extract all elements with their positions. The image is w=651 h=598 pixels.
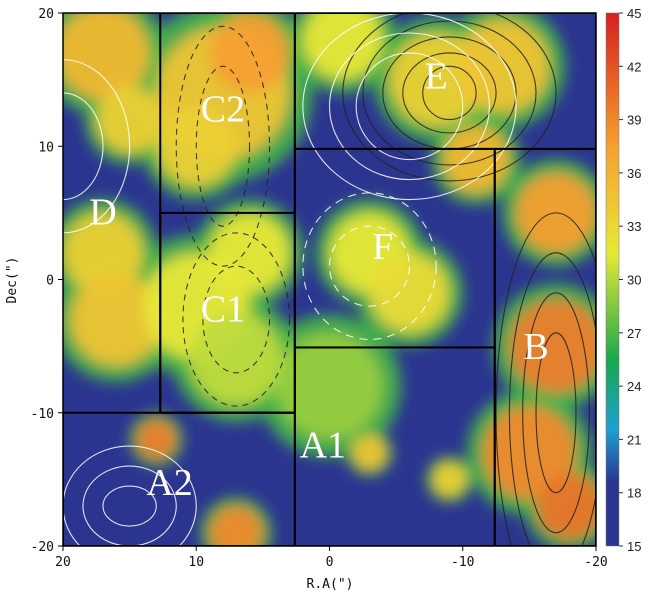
y-tick-label-3: -10 bbox=[31, 407, 54, 422]
x-tick-label-1: 10 bbox=[188, 555, 204, 570]
intensity-core-22 bbox=[209, 506, 263, 546]
intensity-core-21 bbox=[136, 419, 177, 460]
y-axis: 20 10 0 -10 -20 bbox=[31, 7, 63, 555]
contour-line-1-3 bbox=[362, 20, 537, 166]
y-tick-label-4: -20 bbox=[31, 540, 54, 555]
colorbar-tick-label-8: 21 bbox=[627, 432, 641, 447]
intensity-core-9 bbox=[209, 212, 290, 293]
y-axis-title: Dec(") bbox=[5, 257, 20, 304]
contour-line-7-1 bbox=[63, 59, 131, 234]
contour-line-6-1 bbox=[302, 192, 437, 341]
intensity-layer bbox=[63, 13, 596, 546]
colorbar-tick-label-9: 18 bbox=[627, 486, 641, 501]
region-label-c2: C2 bbox=[201, 89, 245, 131]
x-axis-title: R.A(") bbox=[307, 577, 354, 592]
contour-line-2-0 bbox=[355, 52, 464, 161]
contour-line-5-0 bbox=[102, 485, 157, 527]
intensity-core-19 bbox=[482, 406, 577, 500]
y-tick-label-1: 10 bbox=[38, 140, 54, 155]
region-label-b: B bbox=[523, 326, 548, 368]
colorbar-gradient bbox=[605, 12, 620, 547]
intensity-core-12 bbox=[369, 252, 450, 333]
contour-line-5-2 bbox=[63, 445, 197, 546]
intensity-core-4 bbox=[96, 86, 163, 153]
intensity-core-10 bbox=[276, 332, 383, 440]
contour-line-1-4 bbox=[342, 13, 557, 182]
plot-area: A1 A2 B C1 C2 D E F bbox=[63, 13, 596, 546]
contour-line-7-0 bbox=[63, 92, 104, 201]
colorbar: 45 42 39 36 33 30 27 24 21 18 15 bbox=[605, 6, 641, 554]
x-tick-label-0: 20 bbox=[55, 555, 71, 570]
y-tick-label-0: 20 bbox=[38, 7, 54, 22]
intensity-core-18 bbox=[509, 299, 596, 393]
intensity-core-24 bbox=[432, 462, 467, 497]
contour-line-0-3 bbox=[495, 212, 596, 546]
contour-line-3-0 bbox=[195, 65, 251, 227]
intensity-core-8 bbox=[189, 312, 283, 407]
intensity-core-3 bbox=[63, 13, 150, 100]
region-box-6 bbox=[293, 13, 596, 150]
colorbar-tick-label-2: 39 bbox=[627, 113, 641, 128]
contour-layer bbox=[63, 13, 596, 546]
colorbar-ticks: 45 42 39 36 33 30 27 24 21 18 15 bbox=[619, 6, 641, 554]
x-tick-label-3: -10 bbox=[451, 555, 474, 570]
colorbar-tick-label-5: 30 bbox=[627, 273, 641, 288]
contour-line-2-1 bbox=[328, 32, 490, 181]
region-label-a2: A2 bbox=[146, 462, 192, 504]
contour-line-0-1 bbox=[522, 292, 590, 534]
region-label-d: D bbox=[89, 191, 116, 233]
intensity-core-14 bbox=[302, 13, 383, 80]
region-labels: A1 A2 B C1 C2 D E F bbox=[89, 55, 548, 503]
colorbar-tick-label-3: 36 bbox=[627, 166, 641, 181]
contour-line-2-2 bbox=[302, 13, 517, 201]
colorbar-tick-label-6: 27 bbox=[627, 326, 641, 341]
intensity-core-20 bbox=[536, 472, 596, 540]
contour-line-3-1 bbox=[175, 25, 271, 267]
contour-line-1-1 bbox=[402, 52, 497, 134]
contour-line-1-0 bbox=[422, 65, 477, 121]
region-label-a1: A1 bbox=[300, 424, 346, 466]
contour-line-0-2 bbox=[508, 252, 596, 546]
x-tick-label-4: -20 bbox=[584, 555, 607, 570]
x-axis: 20 10 0 -10 -20 bbox=[55, 546, 608, 570]
contour-line-4-0 bbox=[202, 265, 271, 374]
x-tick-label-2: 0 bbox=[326, 555, 334, 570]
intensity-core-23 bbox=[352, 435, 387, 471]
colorbar-tick-label-1: 42 bbox=[627, 59, 641, 74]
colorbar-tick-label-0: 45 bbox=[627, 6, 641, 21]
region-label-e: E bbox=[424, 55, 447, 97]
colorbar-tick-label-4: 33 bbox=[627, 219, 641, 234]
contour-line-0-0 bbox=[535, 332, 577, 494]
region-label-c1: C1 bbox=[201, 289, 245, 331]
colorbar-tick-label-7: 24 bbox=[627, 379, 641, 394]
intensity-core-16 bbox=[442, 126, 510, 193]
intensity-core-6 bbox=[69, 272, 163, 367]
colorbar-tick-label-10: 15 bbox=[627, 539, 641, 554]
intensity-core-1 bbox=[209, 13, 290, 93]
contour-line-6-0 bbox=[328, 225, 410, 307]
y-tick-label-2: 0 bbox=[46, 274, 54, 289]
contour-line-4-1 bbox=[182, 232, 291, 407]
region-label-f: F bbox=[372, 226, 393, 268]
intensity-core-5 bbox=[63, 212, 143, 293]
